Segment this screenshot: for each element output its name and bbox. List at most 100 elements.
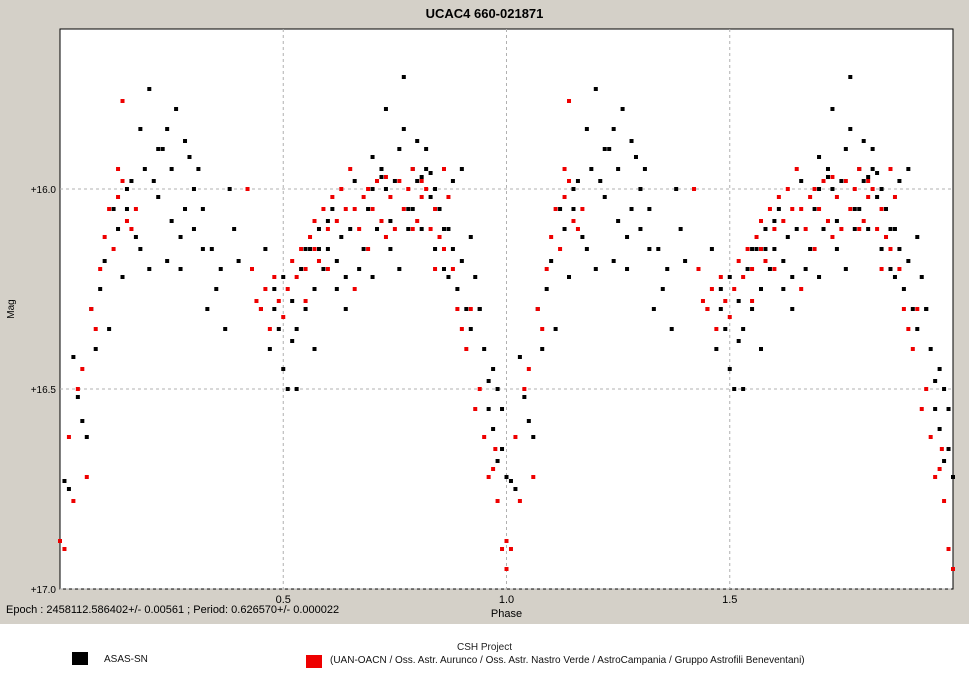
data-point-asas-sn <box>285 387 290 391</box>
data-point-csh <box>866 195 871 199</box>
data-point-asas-sn <box>580 235 585 239</box>
data-point-asas-sn <box>906 259 911 263</box>
data-point-csh <box>441 247 446 251</box>
y-axis-label: Mag <box>6 299 17 318</box>
data-point-csh <box>857 227 862 231</box>
data-point-asas-sn <box>459 167 464 171</box>
data-point-csh <box>942 499 947 503</box>
data-point-csh <box>406 187 411 191</box>
data-point-asas-sn <box>343 275 348 279</box>
data-point-asas-sn <box>138 247 143 251</box>
legend-swatch-asas-sn <box>72 652 88 665</box>
data-point-asas-sn <box>910 307 915 311</box>
data-point-asas-sn <box>196 167 201 171</box>
data-point-asas-sn <box>379 167 384 171</box>
data-point-asas-sn <box>352 179 357 183</box>
data-point-asas-sn <box>750 247 755 251</box>
data-point-asas-sn <box>357 267 362 271</box>
data-point-asas-sn <box>84 435 89 439</box>
data-point-asas-sn <box>165 259 170 263</box>
data-point-asas-sn <box>937 427 942 431</box>
data-point-csh <box>727 315 732 319</box>
data-point-csh <box>392 227 397 231</box>
data-point-csh <box>924 387 929 391</box>
data-point-csh <box>951 567 955 571</box>
data-point-asas-sn <box>165 127 170 131</box>
data-point-asas-sn <box>156 147 161 151</box>
legend <box>0 624 969 678</box>
data-point-asas-sn <box>388 219 393 223</box>
data-point-csh <box>866 179 871 183</box>
data-point-csh <box>861 219 866 223</box>
data-point-csh <box>267 327 272 331</box>
data-point-asas-sn <box>942 459 947 463</box>
data-point-asas-sn <box>348 227 353 231</box>
data-point-csh <box>830 235 835 239</box>
data-point-asas-sn <box>330 207 335 211</box>
data-point-asas-sn <box>200 247 205 251</box>
data-point-asas-sn <box>861 179 866 183</box>
data-point-asas-sn <box>124 207 129 211</box>
data-point-asas-sn <box>107 327 112 331</box>
data-point-asas-sn <box>825 175 830 179</box>
data-point-csh <box>830 175 835 179</box>
data-point-asas-sn <box>821 227 826 231</box>
data-point-asas-sn <box>933 379 938 383</box>
data-point-asas-sn <box>183 139 188 143</box>
data-point-asas-sn <box>919 275 924 279</box>
data-point-asas-sn <box>660 287 665 291</box>
data-point-csh <box>723 299 728 303</box>
data-point-csh <box>446 195 451 199</box>
data-point-csh <box>540 327 545 331</box>
data-point-csh <box>258 307 263 311</box>
data-point-asas-sn <box>183 207 188 211</box>
data-point-asas-sn <box>209 247 214 251</box>
data-point-csh <box>116 167 121 171</box>
data-point-asas-sn <box>683 259 688 263</box>
data-point-asas-sn <box>361 247 366 251</box>
data-point-asas-sn <box>473 275 478 279</box>
data-point-asas-sn <box>839 179 844 183</box>
data-point-csh <box>553 207 558 211</box>
data-point-asas-sn <box>571 187 576 191</box>
data-point-asas-sn <box>433 247 438 251</box>
data-point-asas-sn <box>450 247 455 251</box>
data-point-asas-sn <box>419 175 424 179</box>
data-point-asas-sn <box>169 219 174 223</box>
data-point-asas-sn <box>888 227 893 231</box>
data-point-asas-sn <box>736 299 741 303</box>
data-point-csh <box>383 235 388 239</box>
data-point-csh <box>750 267 755 271</box>
data-point-asas-sn <box>406 207 411 211</box>
data-point-asas-sn <box>772 247 777 251</box>
data-point-csh <box>495 499 500 503</box>
data-point-asas-sn <box>468 327 473 331</box>
data-point-asas-sn <box>214 287 219 291</box>
data-point-asas-sn <box>781 287 786 291</box>
data-point-asas-sn <box>522 395 527 399</box>
data-point-asas-sn <box>928 347 933 351</box>
data-point-csh <box>763 259 768 263</box>
data-point-asas-sn <box>111 207 116 211</box>
data-point-csh <box>732 287 737 291</box>
data-point-asas-sn <box>500 407 505 411</box>
data-point-asas-sn <box>602 195 607 199</box>
data-point-csh <box>549 235 554 239</box>
data-point-csh <box>562 195 567 199</box>
data-point-asas-sn <box>861 139 866 143</box>
data-point-csh <box>120 179 125 183</box>
data-point-csh <box>799 287 804 291</box>
data-point-csh <box>776 195 781 199</box>
data-point-csh <box>535 307 540 311</box>
data-point-asas-sn <box>602 147 607 151</box>
data-point-asas-sn <box>750 307 755 311</box>
data-point-asas-sn <box>817 155 822 159</box>
data-point-csh <box>249 267 254 271</box>
data-point-asas-sn <box>562 227 567 231</box>
data-point-asas-sn <box>803 267 808 271</box>
data-point-asas-sn <box>428 171 433 175</box>
data-point-csh <box>500 547 505 551</box>
data-point-asas-sn <box>513 487 518 491</box>
data-point-asas-sn <box>491 367 496 371</box>
data-point-asas-sn <box>741 327 746 331</box>
